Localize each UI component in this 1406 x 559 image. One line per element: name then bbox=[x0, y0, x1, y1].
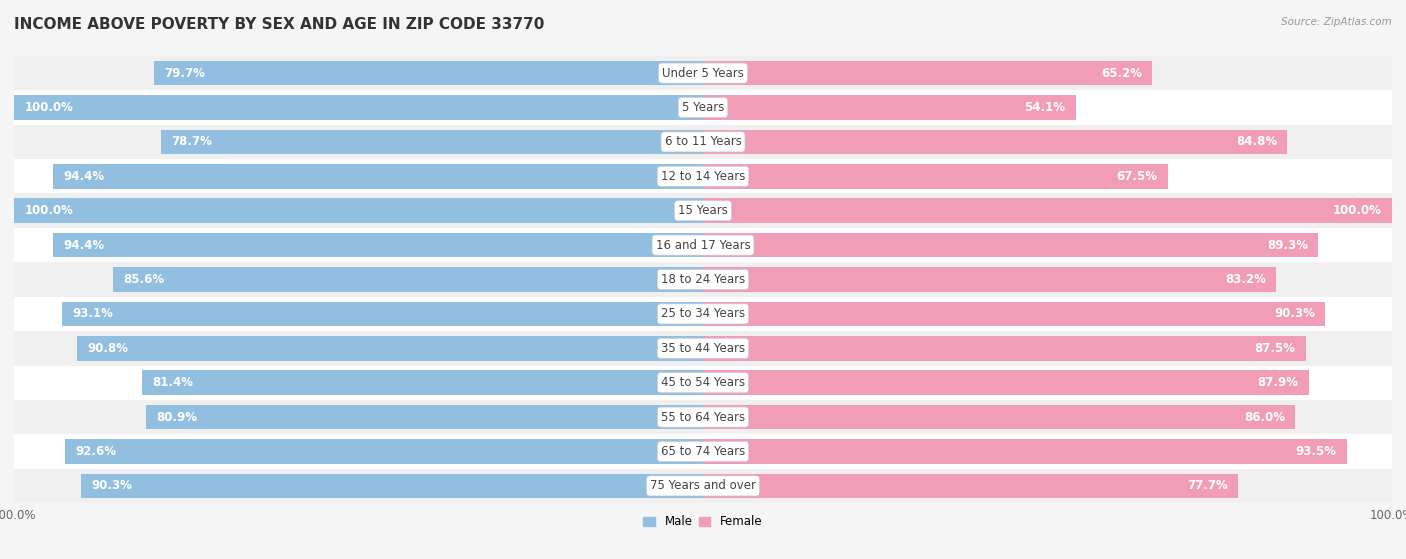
Bar bbox=[14, 159, 1392, 193]
Text: 67.5%: 67.5% bbox=[1116, 170, 1157, 183]
Text: 18 to 24 Years: 18 to 24 Years bbox=[661, 273, 745, 286]
Text: 65 to 74 Years: 65 to 74 Years bbox=[661, 445, 745, 458]
Bar bbox=[14, 468, 1392, 503]
Text: 81.4%: 81.4% bbox=[152, 376, 194, 389]
Text: 54.1%: 54.1% bbox=[1025, 101, 1066, 114]
Bar bbox=[14, 297, 1392, 331]
Bar bbox=[14, 262, 1392, 297]
Bar bbox=[62, 301, 703, 326]
Bar bbox=[65, 439, 703, 464]
Bar bbox=[14, 91, 1392, 125]
Text: 45 to 54 Years: 45 to 54 Years bbox=[661, 376, 745, 389]
Text: 77.7%: 77.7% bbox=[1187, 480, 1227, 492]
Legend: Male, Female: Male, Female bbox=[638, 510, 768, 533]
Text: 25 to 34 Years: 25 to 34 Years bbox=[661, 307, 745, 320]
Text: 94.4%: 94.4% bbox=[63, 239, 104, 252]
Text: 78.7%: 78.7% bbox=[172, 135, 212, 148]
Bar bbox=[142, 370, 703, 395]
Text: 100.0%: 100.0% bbox=[24, 101, 73, 114]
Text: 93.1%: 93.1% bbox=[72, 307, 112, 320]
Bar bbox=[703, 198, 1392, 223]
Bar bbox=[153, 61, 703, 86]
Text: 75 Years and over: 75 Years and over bbox=[650, 480, 756, 492]
Text: 92.6%: 92.6% bbox=[76, 445, 117, 458]
Bar bbox=[703, 233, 1319, 258]
Bar bbox=[82, 473, 703, 498]
Text: 100.0%: 100.0% bbox=[24, 204, 73, 217]
Text: 6 to 11 Years: 6 to 11 Years bbox=[665, 135, 741, 148]
Text: 83.2%: 83.2% bbox=[1225, 273, 1265, 286]
Bar bbox=[52, 164, 703, 189]
Text: 15 Years: 15 Years bbox=[678, 204, 728, 217]
Bar bbox=[703, 61, 1152, 86]
Text: Source: ZipAtlas.com: Source: ZipAtlas.com bbox=[1281, 17, 1392, 27]
Bar bbox=[703, 439, 1347, 464]
Text: 16 and 17 Years: 16 and 17 Years bbox=[655, 239, 751, 252]
Bar bbox=[52, 233, 703, 258]
Bar bbox=[146, 405, 703, 429]
Bar bbox=[14, 125, 1392, 159]
Text: 90.3%: 90.3% bbox=[91, 480, 132, 492]
Bar bbox=[703, 473, 1239, 498]
Text: 89.3%: 89.3% bbox=[1267, 239, 1308, 252]
Text: 87.5%: 87.5% bbox=[1254, 342, 1295, 355]
Text: 86.0%: 86.0% bbox=[1244, 411, 1285, 424]
Bar bbox=[14, 56, 1392, 91]
Bar bbox=[703, 95, 1076, 120]
Text: 55 to 64 Years: 55 to 64 Years bbox=[661, 411, 745, 424]
Bar bbox=[14, 400, 1392, 434]
Text: 94.4%: 94.4% bbox=[63, 170, 104, 183]
Text: 85.6%: 85.6% bbox=[124, 273, 165, 286]
Bar bbox=[703, 405, 1295, 429]
Bar bbox=[14, 366, 1392, 400]
Text: 12 to 14 Years: 12 to 14 Years bbox=[661, 170, 745, 183]
Bar bbox=[703, 164, 1168, 189]
Text: 93.5%: 93.5% bbox=[1296, 445, 1337, 458]
Text: 80.9%: 80.9% bbox=[156, 411, 197, 424]
Text: 35 to 44 Years: 35 to 44 Years bbox=[661, 342, 745, 355]
Bar bbox=[703, 301, 1324, 326]
Bar bbox=[77, 336, 703, 361]
Text: INCOME ABOVE POVERTY BY SEX AND AGE IN ZIP CODE 33770: INCOME ABOVE POVERTY BY SEX AND AGE IN Z… bbox=[14, 17, 544, 32]
Text: 79.7%: 79.7% bbox=[165, 67, 205, 79]
Text: 90.8%: 90.8% bbox=[87, 342, 129, 355]
Bar bbox=[114, 267, 703, 292]
Bar bbox=[14, 434, 1392, 468]
Bar bbox=[160, 130, 703, 154]
Bar bbox=[703, 130, 1288, 154]
Bar bbox=[703, 267, 1277, 292]
Text: 84.8%: 84.8% bbox=[1236, 135, 1277, 148]
Text: 65.2%: 65.2% bbox=[1101, 67, 1142, 79]
Bar bbox=[14, 331, 1392, 366]
Bar bbox=[14, 95, 703, 120]
Text: Under 5 Years: Under 5 Years bbox=[662, 67, 744, 79]
Bar bbox=[14, 193, 1392, 228]
Text: 100.0%: 100.0% bbox=[1333, 204, 1382, 217]
Bar bbox=[14, 228, 1392, 262]
Text: 90.3%: 90.3% bbox=[1274, 307, 1315, 320]
Bar bbox=[14, 198, 703, 223]
Text: 87.9%: 87.9% bbox=[1257, 376, 1298, 389]
Bar bbox=[703, 336, 1306, 361]
Bar bbox=[703, 370, 1309, 395]
Text: 5 Years: 5 Years bbox=[682, 101, 724, 114]
